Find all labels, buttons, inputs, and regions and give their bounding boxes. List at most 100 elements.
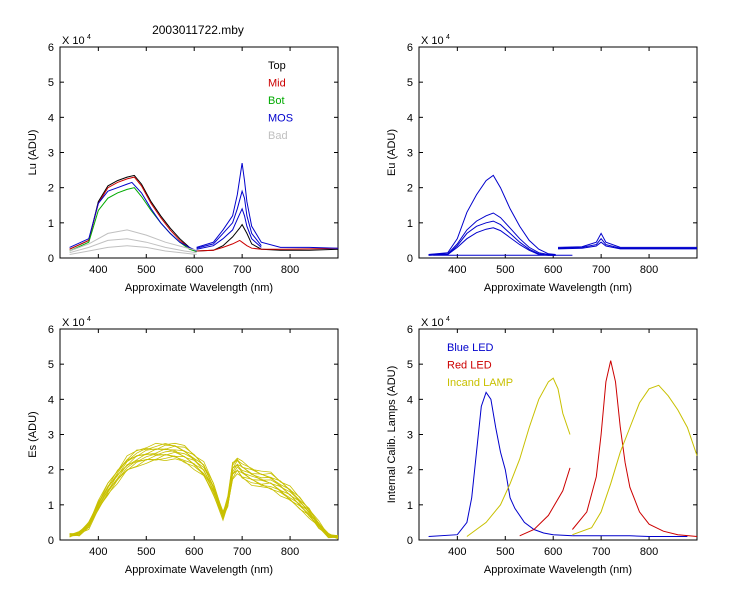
- lu-series-mos: [196, 189, 262, 249]
- eu-x-tick-label: 600: [544, 264, 562, 276]
- eu-x-tick-label: 500: [496, 264, 514, 276]
- cal-series-blue-led: [572, 535, 688, 537]
- cal-legend-red-led: Red LED: [447, 360, 492, 372]
- eu-y-tick-label: 6: [407, 42, 413, 54]
- eu-y-tick-label: 2: [407, 183, 413, 195]
- es-multiplier-label: X 10: [62, 317, 85, 329]
- cal-x-tick-label: 400: [448, 546, 466, 558]
- cal-y-tick-label: 0: [407, 535, 413, 547]
- es-x-tick-label: 600: [185, 546, 203, 558]
- cal-x-axis-label: Approximate Wavelength (nm): [484, 564, 632, 576]
- eu-y-tick-label: 4: [407, 112, 413, 124]
- lu-y-tick-label: 2: [48, 183, 54, 195]
- es-x-tick-label: 400: [89, 546, 107, 558]
- eu-series-eu-2: [428, 212, 556, 255]
- eu-series-eu-3: [428, 220, 556, 256]
- lu-series-mos: [196, 163, 339, 249]
- eu-y-tick-label: 5: [407, 77, 413, 89]
- eu-x-tick-label: 400: [448, 264, 466, 276]
- lu-x-tick-label: 800: [281, 264, 299, 276]
- lu-multiplier-exp: 4: [87, 34, 91, 41]
- eu-y-tick-label: 0: [407, 253, 413, 265]
- cal-series-red-led: [572, 360, 698, 537]
- cal-x-tick-label: 700: [592, 546, 610, 558]
- es-x-axis-label: Approximate Wavelength (nm): [125, 564, 273, 576]
- lu-legend-top: Top: [268, 60, 286, 72]
- es-y-axis-label: Es (ADU): [27, 411, 39, 457]
- es-multiplier-exp: 4: [87, 316, 91, 323]
- lu-series-bad: [69, 229, 197, 252]
- cal-legend-incand-lamp: Incand LAMP: [447, 377, 513, 389]
- lu-legend-bad: Bad: [268, 130, 288, 142]
- es-y-tick-label: 3: [48, 430, 54, 442]
- es-band-line: [69, 442, 339, 538]
- cal-y-tick-label: 5: [407, 359, 413, 371]
- eu-plot-frame: [418, 46, 698, 259]
- lu-x-tick-label: 700: [233, 264, 251, 276]
- cal-y-tick-label: 2: [407, 465, 413, 477]
- lu-x-tick-label: 500: [137, 264, 155, 276]
- cal-x-tick-label: 600: [544, 546, 562, 558]
- cal-x-tick-label: 500: [496, 546, 514, 558]
- es-y-tick-label: 1: [48, 500, 54, 512]
- lu-y-tick-label: 1: [48, 218, 54, 230]
- es-y-tick-label: 2: [48, 465, 54, 477]
- eu-series-eu-3: [557, 241, 697, 250]
- lu-series-mos: [69, 181, 197, 252]
- cal-y-tick-label: 1: [407, 500, 413, 512]
- eu-x-axis-label: Approximate Wavelength (nm): [484, 282, 632, 294]
- es-y-tick-label: 0: [48, 535, 54, 547]
- cal-y-tick-label: 4: [407, 394, 413, 406]
- es-band-line: [69, 444, 339, 537]
- eu-series-eu-1: [428, 174, 556, 255]
- lu-series-bad: [69, 238, 197, 254]
- lu-series-bad: [69, 245, 197, 255]
- cal-series-blue-led: [428, 391, 573, 537]
- cal-multiplier-exp: 4: [446, 316, 450, 323]
- eu-x-tick-label: 800: [640, 264, 658, 276]
- eu-series-eu-1: [557, 232, 697, 248]
- cal-series-incand-lamp: [572, 384, 698, 536]
- eu-y-axis-label: Eu (ADU): [386, 129, 398, 176]
- lu-y-tick-label: 6: [48, 42, 54, 54]
- cal-y-tick-label: 3: [407, 430, 413, 442]
- es-x-tick-label: 500: [137, 546, 155, 558]
- lu-series-bot: [69, 187, 197, 253]
- eu-x-tick-label: 700: [592, 264, 610, 276]
- es-plot-frame: [59, 328, 339, 541]
- lu-plot-frame: [59, 46, 339, 259]
- eu-multiplier-label: X 10: [421, 35, 444, 47]
- es-band-line: [69, 454, 339, 540]
- lu-series-top: [196, 223, 339, 252]
- eu-series-eu-4: [428, 227, 556, 256]
- lu-x-tick-label: 400: [89, 264, 107, 276]
- lu-y-tick-label: 3: [48, 148, 54, 160]
- lu-x-tick-label: 600: [185, 264, 203, 276]
- lu-legend-bot: Bot: [268, 95, 285, 107]
- es-y-tick-label: 4: [48, 394, 54, 406]
- es-y-tick-label: 5: [48, 359, 54, 371]
- eu-multiplier-exp: 4: [446, 34, 450, 41]
- es-x-tick-label: 800: [281, 546, 299, 558]
- cal-x-tick-label: 800: [640, 546, 658, 558]
- lu-series-mos: [196, 207, 262, 250]
- lu-x-axis-label: Approximate Wavelength (nm): [125, 282, 273, 294]
- lu-legend-mid: Mid: [268, 78, 286, 90]
- es-band-line: [69, 442, 339, 539]
- eu-y-tick-label: 1: [407, 218, 413, 230]
- es-band-line: [69, 450, 339, 537]
- lu-multiplier-label: X 10: [62, 35, 85, 47]
- lu-series-mid: [196, 239, 339, 252]
- cal-y-tick-label: 6: [407, 324, 413, 336]
- figure-title: 2003011722.mby: [152, 23, 244, 37]
- es-x-tick-label: 700: [233, 546, 251, 558]
- es-y-tick-label: 6: [48, 324, 54, 336]
- lu-y-tick-label: 5: [48, 77, 54, 89]
- eu-series-eu-2: [557, 237, 697, 249]
- lu-series-top: [69, 174, 197, 252]
- lu-y-tick-label: 4: [48, 112, 54, 124]
